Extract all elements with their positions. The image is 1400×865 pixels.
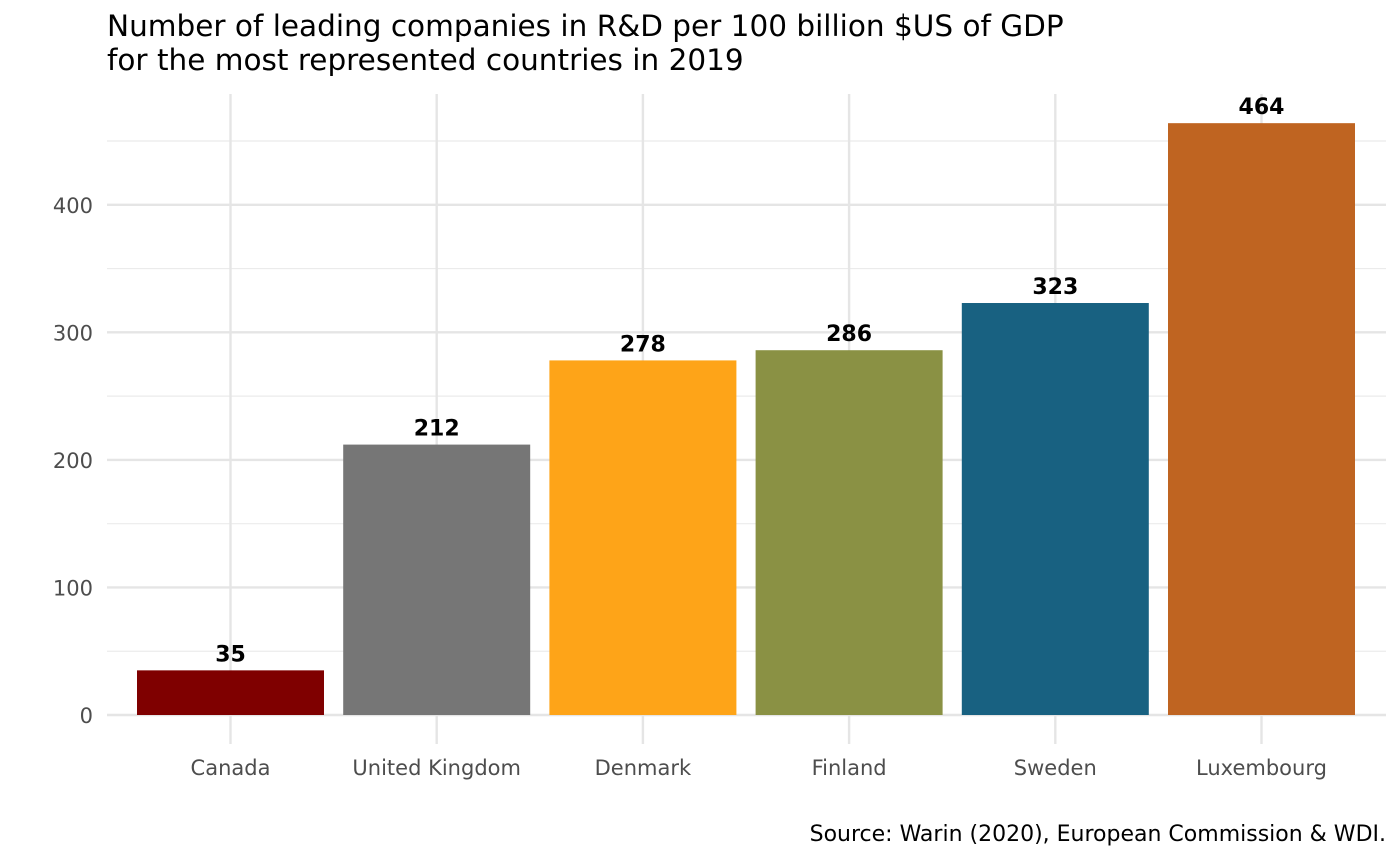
bar (549, 360, 737, 715)
bar-value-label: 464 (1239, 95, 1285, 120)
y-tick-label: 0 (80, 704, 93, 728)
y-tick-label: 200 (53, 449, 93, 473)
x-tick-label: Denmark (595, 756, 692, 780)
chart-title: Number of leading companies in R&D per 1… (107, 9, 1064, 77)
bars (137, 123, 1355, 716)
bar (961, 303, 1149, 715)
bar (1168, 123, 1355, 716)
source-caption: Source: Warin (2020), European Commissio… (809, 822, 1386, 847)
y-axis-tick-labels: 0 100 200 300 400 (53, 194, 93, 728)
bar (137, 670, 324, 715)
y-tick-label: 300 (53, 321, 93, 345)
y-tick-label: 400 (53, 194, 93, 218)
x-axis-tick-labels: Canada United Kingdom Denmark Finland Sweden… (191, 756, 1327, 780)
x-tick-label: Canada (191, 756, 271, 780)
bar-value-label: 35 (215, 642, 246, 667)
bar-value-label: 323 (1032, 275, 1078, 300)
bar-value-label: 278 (620, 332, 666, 357)
chart-title-line-2: for the most represented countries in 20… (107, 43, 744, 77)
x-tick-label: Sweden (1014, 756, 1097, 780)
bar-value-label: 212 (414, 417, 460, 442)
x-tick-label: Luxembourg (1196, 756, 1327, 780)
x-tick-label: United Kingdom (352, 756, 521, 780)
bar (343, 444, 531, 715)
x-tick-label: Finland (812, 756, 887, 780)
y-tick-label: 100 (53, 576, 93, 600)
bar-value-label: 286 (826, 322, 872, 347)
bar-value-labels: 35 212 278 286 323 464 (215, 95, 1284, 667)
chart-title-line-1: Number of leading companies in R&D per 1… (107, 9, 1064, 43)
bar (755, 350, 943, 715)
